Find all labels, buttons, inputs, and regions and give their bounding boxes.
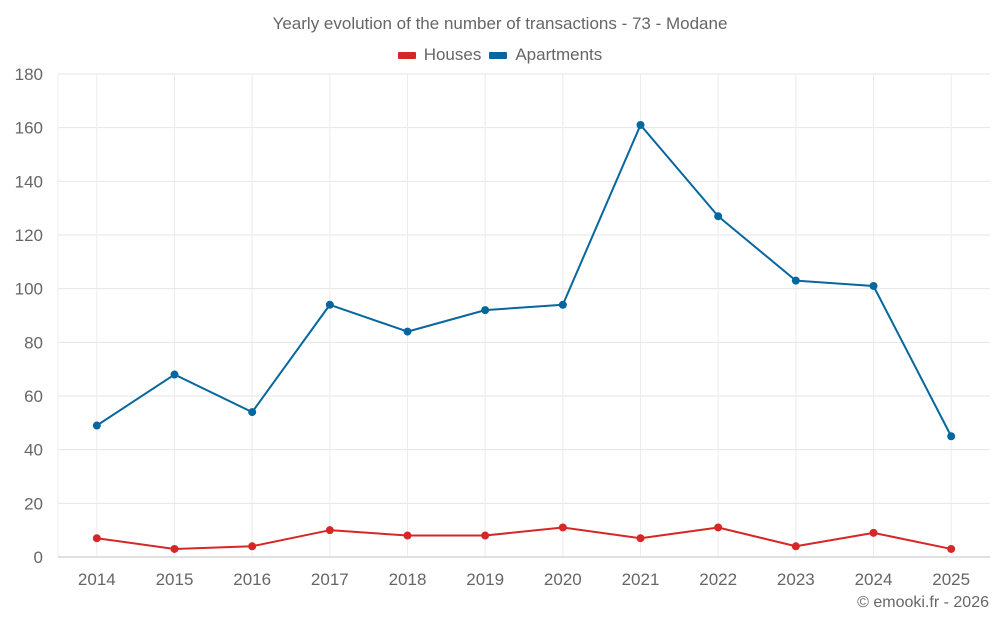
data-point-apartments bbox=[558, 300, 567, 309]
y-tick-label: 80 bbox=[24, 333, 43, 352]
data-point-houses bbox=[92, 534, 101, 543]
y-tick-label: 160 bbox=[15, 119, 43, 138]
x-tick-label: 2016 bbox=[233, 570, 271, 589]
x-tick-label: 2020 bbox=[544, 570, 582, 589]
data-point-apartments bbox=[170, 370, 179, 379]
legend-item-apartments[interactable]: Apartments bbox=[489, 45, 602, 65]
x-tick-label: 2024 bbox=[855, 570, 893, 589]
legend-swatch-apartments bbox=[489, 51, 508, 59]
x-tick-label: 2025 bbox=[932, 570, 970, 589]
data-point-houses bbox=[714, 523, 723, 532]
legend-label-apartments: Apartments bbox=[515, 45, 603, 64]
y-tick-label: 20 bbox=[24, 494, 43, 513]
data-point-apartments bbox=[248, 408, 257, 417]
data-point-houses bbox=[170, 544, 179, 553]
y-tick-label: 0 bbox=[34, 548, 43, 567]
data-point-houses bbox=[558, 523, 567, 532]
x-tick-label: 2014 bbox=[78, 570, 116, 589]
series-line-houses bbox=[96, 526, 952, 550]
data-point-apartments bbox=[714, 212, 723, 221]
series-line-apartments bbox=[96, 123, 953, 437]
data-point-houses bbox=[636, 534, 645, 543]
data-point-houses bbox=[869, 528, 878, 537]
y-tick-label: 140 bbox=[15, 172, 43, 191]
x-tick-label: 2017 bbox=[311, 570, 349, 589]
chart-title: Yearly evolution of the number of transa… bbox=[272, 14, 728, 33]
data-point-apartments bbox=[403, 327, 412, 336]
legend-item-houses[interactable]: Houses bbox=[397, 45, 482, 65]
x-tick-label: 2015 bbox=[156, 570, 194, 589]
data-point-houses bbox=[481, 531, 490, 540]
legend-swatch-houses bbox=[397, 51, 416, 59]
y-tick-label: 100 bbox=[15, 280, 43, 299]
data-point-apartments bbox=[947, 432, 956, 441]
data-point-apartments bbox=[481, 306, 490, 315]
x-tick-label: 2023 bbox=[777, 570, 815, 589]
data-point-apartments bbox=[325, 300, 334, 309]
data-point-houses bbox=[947, 544, 956, 553]
y-tick-label: 60 bbox=[24, 387, 43, 406]
credit-text: © emooki.fr - 2026 bbox=[857, 594, 989, 611]
data-point-apartments bbox=[92, 421, 101, 430]
x-tick-label: 2022 bbox=[699, 570, 737, 589]
data-point-apartments bbox=[869, 281, 878, 290]
data-point-houses bbox=[325, 526, 334, 535]
data-point-apartments bbox=[636, 120, 645, 129]
data-point-houses bbox=[791, 542, 800, 551]
data-point-apartments bbox=[791, 276, 800, 285]
data-point-houses bbox=[403, 531, 412, 540]
x-tick-label: 2021 bbox=[622, 570, 660, 589]
legend: Houses Apartments bbox=[0, 45, 1000, 65]
y-tick-label: 120 bbox=[15, 226, 43, 245]
y-tick-label: 40 bbox=[24, 441, 43, 460]
x-tick-label: 2018 bbox=[389, 570, 427, 589]
legend-label-houses: Houses bbox=[423, 45, 482, 64]
y-tick-label: 180 bbox=[15, 65, 43, 84]
data-point-houses bbox=[248, 542, 257, 551]
x-tick-label: 2019 bbox=[466, 570, 504, 589]
